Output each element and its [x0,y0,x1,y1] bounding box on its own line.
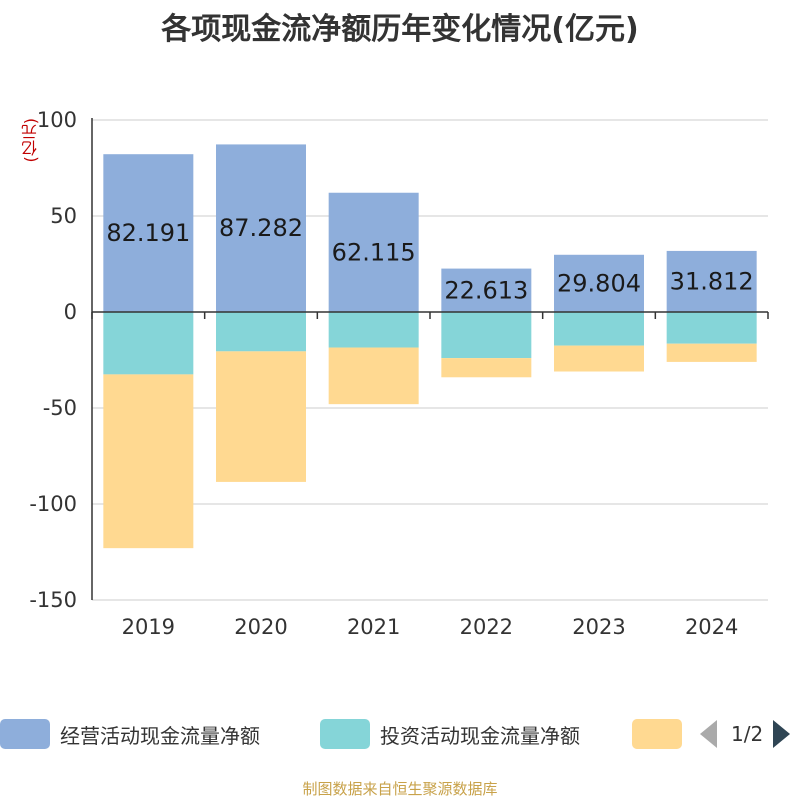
bar-segment [103,312,194,375]
x-tick-label: 2022 [460,615,513,639]
bar-segment [441,268,532,312]
bar-segment [103,374,194,549]
legend-item-operating-cash-flow[interactable]: 经营活动现金流量净额 [0,716,260,752]
bar-segment [441,312,532,359]
data-label: 62.115 [332,238,416,266]
x-tick-label: 2023 [572,615,625,639]
data-label: 22.613 [444,276,528,304]
data-label: 29.804 [557,269,641,297]
x-tick-label: 2020 [234,615,287,639]
data-label: 87.282 [219,214,303,242]
data-source-note: 制图数据来自恒生聚源数据库 [302,780,498,798]
legend-swatch-operating [0,719,50,749]
bar-segment [441,358,532,378]
y-tick-label: -50 [43,396,77,420]
legend-label-operating: 经营活动现金流量净额 [60,723,260,748]
y-tick-label: 0 [64,300,77,324]
legend-prev-page-icon[interactable] [700,720,717,748]
bar-segment [103,154,194,312]
bar-segment [666,250,757,312]
bar-segment [328,192,419,312]
y-tick-label: 100 [37,108,77,132]
y-tick-label: -100 [29,492,77,516]
bar-segment [554,345,644,372]
y-tick-label: 50 [50,204,77,228]
bar-segment [328,312,419,348]
legend-next-page-icon[interactable] [773,720,791,748]
bar-segment [216,312,306,352]
y-tick-label: -150 [29,588,77,612]
bar-segment [216,351,306,482]
legend-swatch-investing [320,719,370,749]
x-tick-label: 2021 [347,615,400,639]
legend-item-financing-cash-flow[interactable] [632,716,682,752]
legend-label-investing: 投资活动现金流量净额 [380,723,580,748]
legend-item-investing-cash-flow[interactable]: 投资活动现金流量净额 [320,716,580,752]
chart-title: 各项现金流净额历年变化情况(亿元) [161,12,639,47]
bar-segment [554,254,644,312]
data-label: 82.191 [106,219,190,247]
legend-swatch-financing [632,719,682,749]
bar-segment [666,343,757,362]
bar-segment [554,312,644,346]
bar-segment [216,144,306,312]
legend-page-indicator: 1/2 [731,722,764,746]
legend-pager: 1/2 [700,716,791,752]
bar-segment [666,312,757,344]
bar-segment [328,347,419,405]
data-label: 31.812 [670,267,754,295]
x-tick-label: 2024 [685,615,738,639]
x-tick-label: 2019 [122,615,175,639]
legend: 经营活动现金流量净额 投资活动现金流量净额 [0,716,800,752]
